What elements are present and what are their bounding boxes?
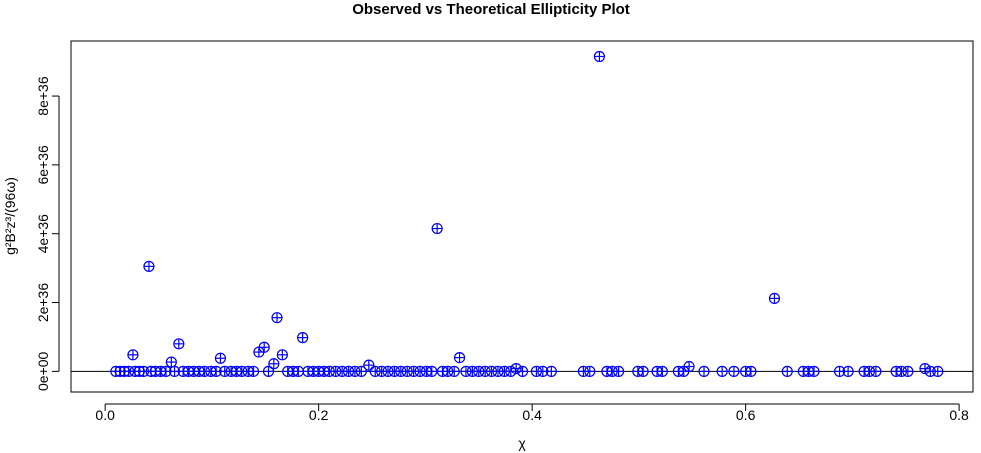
data-point (143, 260, 155, 272)
x-tick-label: 0.0 (95, 407, 115, 423)
data-point (448, 365, 460, 377)
data-point (678, 365, 690, 377)
y-tick-label: 2e+36 (35, 283, 51, 323)
data-point (808, 365, 820, 377)
data-point (745, 365, 757, 377)
chart-title: Observed vs Theoretical Ellipticity Plot (352, 1, 630, 18)
data-point (262, 365, 275, 377)
data-point (768, 292, 781, 304)
data-point (584, 365, 596, 377)
data-point (268, 358, 280, 370)
x-tick-label: 0.4 (522, 407, 542, 423)
y-axis-label: g²B²z³/(96ω) (2, 177, 18, 255)
data-point (247, 365, 260, 377)
data-point (127, 349, 139, 361)
x-tick-label: 0.2 (309, 407, 329, 423)
data-point (902, 365, 914, 377)
data-point (173, 338, 185, 350)
data-point (613, 365, 625, 377)
y-tick-label: 6e+36 (35, 145, 51, 185)
data-point (253, 346, 265, 358)
data-point (431, 222, 443, 235)
data-point (637, 365, 649, 377)
data-point (426, 365, 438, 377)
data-point (505, 365, 517, 377)
y-axis: 0e+00 2e+36 4e+36 6e+36 8e+36 (35, 76, 60, 391)
data-point (870, 365, 882, 377)
y-tick-label: 4e+36 (35, 214, 51, 254)
y-tick-label: 0e+00 (35, 351, 51, 391)
x-tick-label: 0.6 (736, 407, 756, 423)
data-point (656, 365, 668, 377)
x-axis: 0.0 0.2 0.4 0.6 0.8 (95, 403, 969, 423)
data-point (271, 312, 283, 324)
data-point (932, 365, 944, 377)
data-point (292, 365, 304, 377)
data-point (716, 365, 728, 377)
data-point (363, 359, 375, 371)
data-point (355, 365, 367, 377)
data-points (110, 50, 944, 377)
data-point (276, 349, 288, 361)
x-tick-label: 0.8 (949, 407, 969, 423)
data-point (593, 50, 605, 63)
y-tick-label: 8e+36 (35, 76, 51, 116)
data-point (781, 365, 793, 377)
data-point (698, 365, 710, 377)
data-point (516, 365, 529, 377)
x-axis-label: χ (518, 435, 526, 451)
data-point (728, 365, 740, 377)
data-point (165, 356, 177, 368)
data-point (214, 352, 227, 364)
data-point (453, 351, 466, 364)
data-point (842, 365, 854, 377)
data-point (297, 332, 309, 344)
data-point (545, 365, 557, 377)
plot-frame (70, 40, 974, 393)
